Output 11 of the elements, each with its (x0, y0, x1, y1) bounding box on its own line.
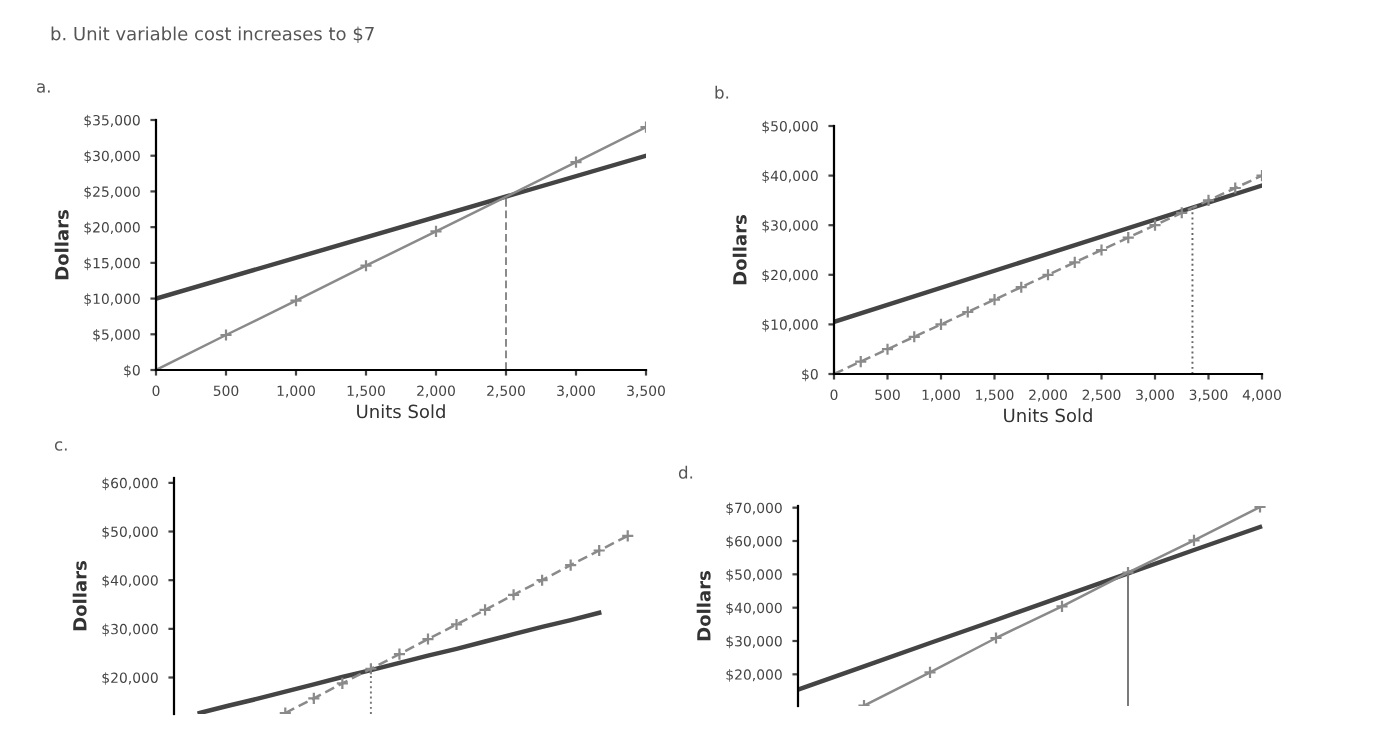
x-axis-title: Units Sold (1004, 408, 1092, 423)
chart-title: a. (37, 83, 50, 93)
y-axis-title: Dollars (732, 215, 747, 285)
y-axis-title: Dollars (54, 210, 69, 280)
text: b. Unit variable cost increases to $7 (51, 26, 374, 43)
chart-title: d. (678, 465, 693, 479)
chart-title: b. (715, 85, 729, 99)
x-axis-title: Units Sold (357, 404, 445, 419)
chart-title: c. (54, 441, 67, 451)
y-axis-title: Dollars (696, 571, 711, 641)
y-axis-title: Dollars (72, 561, 87, 631)
